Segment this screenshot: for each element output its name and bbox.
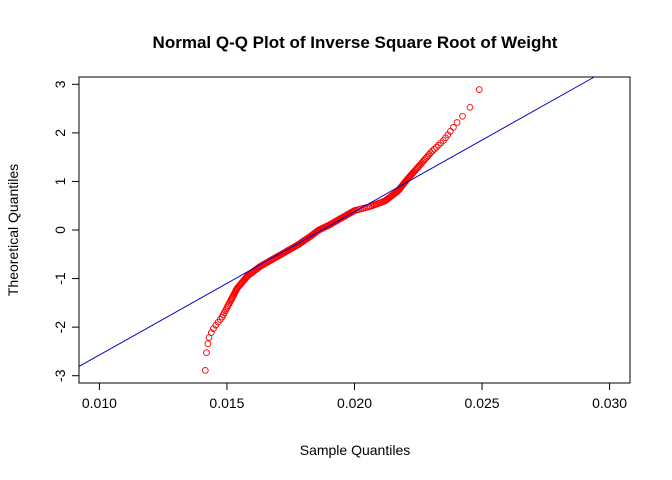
y-tick-label: 1 — [52, 177, 68, 185]
y-tick-label: -1 — [52, 272, 68, 285]
data-point — [207, 329, 215, 336]
data-point — [450, 124, 457, 131]
data-point — [435, 141, 442, 149]
data-point — [201, 367, 209, 374]
data-point — [466, 103, 474, 111]
x-tick-label: 0.010 — [82, 395, 117, 411]
x-tick-label: 0.015 — [209, 395, 244, 411]
x-tick-label: 0.030 — [592, 395, 627, 411]
reference-line — [78, 76, 595, 367]
plot-area — [78, 76, 631, 384]
y-tick-label: -3 — [52, 369, 68, 382]
data-point — [204, 340, 212, 348]
data-point — [210, 325, 217, 332]
data-point — [432, 143, 440, 151]
x-tick-label: 0.025 — [465, 395, 500, 411]
y-tick-label: -2 — [52, 321, 68, 334]
data-point — [459, 112, 466, 120]
x-axis-label: Sample Quantiles — [300, 442, 411, 458]
y-tick-label: 0 — [52, 226, 68, 234]
data-point — [203, 349, 210, 357]
data-point — [475, 86, 483, 93]
chart-title: Normal Q-Q Plot of Inverse Square Root o… — [153, 33, 558, 52]
y-tick-label: 2 — [52, 129, 68, 137]
x-tick-label: 0.020 — [337, 395, 372, 411]
data-point — [430, 145, 438, 153]
y-axis-label: Theoretical Quantiles — [5, 164, 21, 296]
data-point — [427, 149, 435, 157]
data-point — [429, 147, 436, 155]
y-axis: -3 -2 -1 0 1 2 3 — [52, 80, 80, 382]
plot-frame — [78, 76, 631, 384]
y-tick-label: 3 — [52, 80, 68, 88]
x-axis: 0.010 0.015 0.020 0.025 0.030 — [82, 382, 627, 411]
data-points — [201, 86, 483, 374]
data-point — [453, 119, 461, 126]
